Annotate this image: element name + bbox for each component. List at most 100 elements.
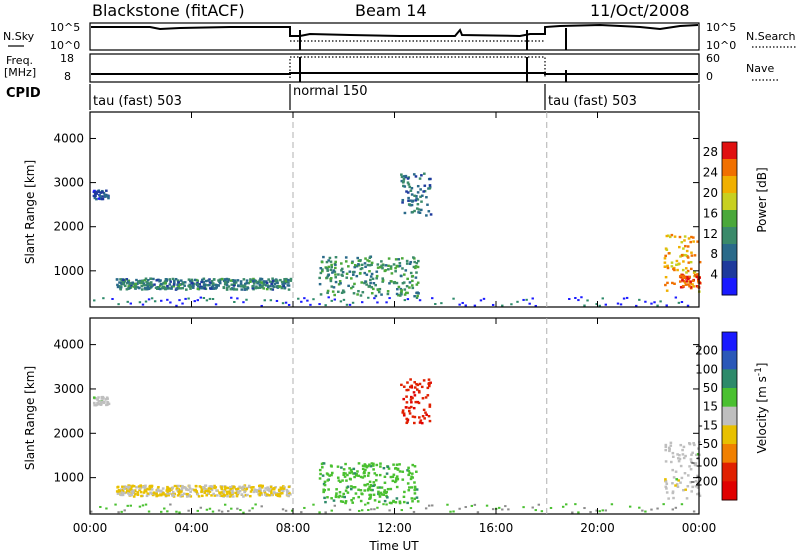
velocity-echo-cell: [694, 462, 698, 465]
power-ground-scatter-cell: [583, 304, 586, 307]
power-echo-cell: [99, 195, 102, 198]
power-echo-cell: [196, 279, 199, 282]
power-ground-scatter-cell: [284, 301, 288, 304]
velocity-echo-cell: [213, 494, 217, 497]
velocity-ground-scatter-cell: [641, 509, 644, 512]
power-echo-cell: [337, 273, 340, 276]
power-echo-cell: [380, 264, 383, 267]
velocity-echo-cell: [409, 405, 413, 409]
power-ground-scatter-cell: [644, 300, 647, 303]
power-echo-cell: [390, 280, 393, 283]
power-echo-cell: [268, 280, 272, 283]
velocity-echo-cell: [367, 464, 370, 468]
velocity-echo-cell: [184, 488, 188, 491]
power-echo-cell: [143, 287, 147, 290]
power-echo-cell: [218, 280, 221, 284]
power-ground-scatter-cell: [196, 299, 199, 302]
velocity-echo-cell: [127, 484, 130, 487]
velocity-echo-cell: [664, 478, 667, 481]
power-echo-cell: [334, 273, 337, 276]
velocity-echo-cell: [394, 479, 398, 482]
power-echo-cell: [245, 288, 248, 291]
power-echo-cell: [419, 195, 422, 198]
velocity-echo-cell: [226, 493, 229, 496]
velocity-echo-cell: [185, 492, 189, 496]
power-echo-cell: [370, 292, 374, 295]
power-echo-cell: [365, 273, 369, 276]
power-echo-cell: [246, 286, 250, 290]
velocity-echo-cell: [406, 482, 410, 485]
velocity-plot-frame: [89, 317, 700, 515]
velocity-echo-cell: [692, 441, 695, 445]
power-ground-scatter-cell: [208, 297, 212, 300]
power-echo-cell: [245, 281, 249, 285]
velocity-echo-cell: [220, 491, 224, 494]
power-echo-cell: [375, 270, 379, 273]
power-echo-cell: [337, 283, 341, 286]
velocity-echo-cell: [383, 475, 387, 478]
velocity-echo-cell: [691, 485, 695, 489]
power-echo-cell: [119, 288, 123, 291]
power-ground-scatter-cell: [233, 301, 236, 304]
velocity-echo-cell: [273, 486, 276, 490]
power-colorbar-swatch: [722, 210, 737, 228]
power-echo-cell: [428, 187, 432, 190]
power-echo-cell: [422, 190, 425, 193]
power-echo-cell: [259, 277, 262, 280]
power-echo-cell: [354, 264, 357, 267]
x-tick-label: 12:00: [377, 521, 412, 535]
power-echo-cell: [170, 285, 174, 288]
power-echo-cell: [688, 275, 691, 279]
power-echo-cell: [412, 265, 416, 269]
velocity-echo-cell: [410, 475, 413, 478]
velocity-echo-cell: [135, 486, 138, 489]
power-echo-cell: [374, 294, 378, 298]
power-ground-scatter-cell: [330, 299, 333, 302]
power-echo-cell: [125, 288, 129, 291]
velocity-echo-cell: [249, 494, 252, 498]
power-echo-cell: [410, 203, 414, 207]
velocity-echo-cell: [259, 488, 262, 491]
power-echo-cell: [319, 271, 323, 275]
velocity-echo-cell: [396, 467, 400, 471]
power-ground-scatter-cell: [440, 302, 443, 305]
power-echo-cell: [271, 288, 275, 291]
power-echo-cell: [169, 280, 172, 283]
velocity-echo-cell: [335, 492, 338, 495]
power-ground-scatter-cell: [309, 303, 312, 306]
power-echo-cell: [360, 263, 364, 267]
velocity-echo-cell: [167, 488, 171, 492]
velocity-colorbar: 200 100 50 15-15-50-100-200: [691, 331, 738, 501]
velocity-echo-cell: [235, 494, 239, 498]
velocity-echo-cell: [231, 485, 234, 488]
power-echo-cell: [271, 277, 274, 280]
power-echo-cell: [204, 279, 208, 283]
power-echo-cell: [681, 284, 685, 288]
power-echo-cell: [680, 253, 684, 257]
power-echo-cell: [116, 283, 119, 287]
power-echo-cell: [222, 286, 226, 290]
power-echo-cell: [682, 260, 685, 263]
power-echo-cell: [686, 245, 690, 248]
velocity-echo-cell: [267, 487, 271, 491]
velocity-echo-cell: [218, 491, 222, 494]
power-echo-cell: [185, 288, 188, 291]
velocity-echo-cell: [155, 494, 158, 498]
velocity-ground-scatter-cell: [583, 507, 586, 510]
velocity-ground-scatter-cell: [220, 510, 224, 513]
velocity-echo-cell: [177, 484, 181, 488]
freq-unit: [MHz]: [4, 66, 36, 79]
power-echo-cell: [166, 284, 169, 288]
power-echo-cell: [398, 264, 402, 268]
power-echo-cell: [142, 282, 146, 285]
power-echo-cell: [676, 268, 679, 272]
power-echo-cell: [665, 289, 669, 292]
power-echo-cell: [188, 285, 191, 288]
power-echo-cell: [367, 259, 371, 263]
velocity-echo-cell: [202, 486, 205, 489]
velocity-echo-cell: [389, 475, 393, 479]
power-ground-scatter-cell: [510, 303, 513, 306]
power-echo-cell: [126, 280, 130, 284]
velocity-ground-scatter-cell: [260, 505, 263, 508]
power-echo-cell: [191, 282, 194, 285]
